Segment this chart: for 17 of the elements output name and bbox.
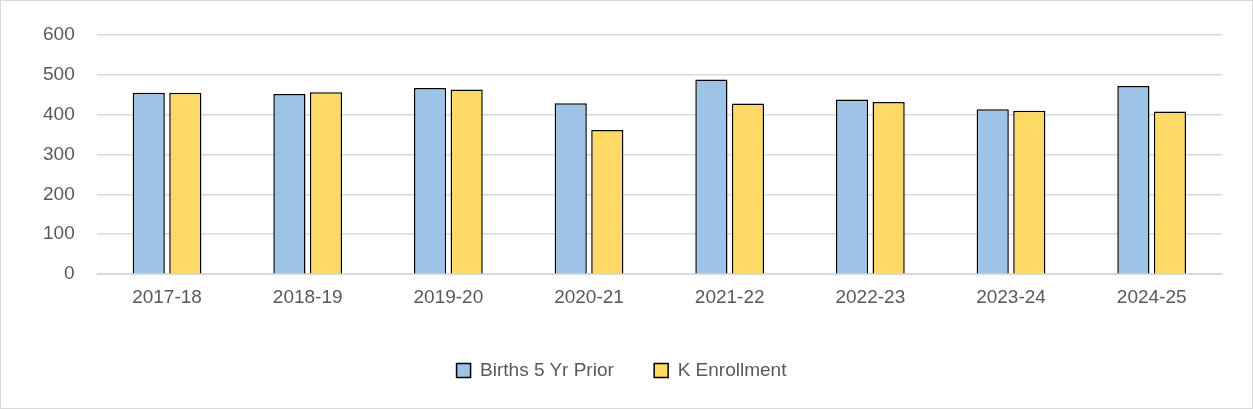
- y-tick-label: 400: [43, 102, 75, 124]
- legend-label: K Enrollment: [677, 358, 788, 380]
- y-tick-label: 300: [43, 142, 75, 164]
- legend-label: Births 5 Yr Prior: [480, 358, 615, 380]
- x-tick-label: 2020-21: [554, 285, 624, 307]
- y-tick-label: 100: [43, 222, 75, 244]
- x-tick-label: 2024-25: [1116, 285, 1187, 307]
- x-tick-label: 2021-22: [694, 285, 765, 307]
- x-tick-label: 2019-20: [413, 285, 484, 307]
- x-tick-label: 2018-19: [272, 285, 343, 307]
- y-tick-label: 600: [43, 22, 75, 44]
- x-tick-label: 2017-18: [132, 285, 202, 307]
- y-tick-label: 500: [43, 62, 75, 84]
- x-tick-label: 2022-23: [835, 285, 906, 307]
- y-tick-label: 200: [43, 182, 75, 204]
- x-tick-label: 2023-24: [976, 285, 1047, 307]
- y-tick-label: 0: [64, 262, 75, 284]
